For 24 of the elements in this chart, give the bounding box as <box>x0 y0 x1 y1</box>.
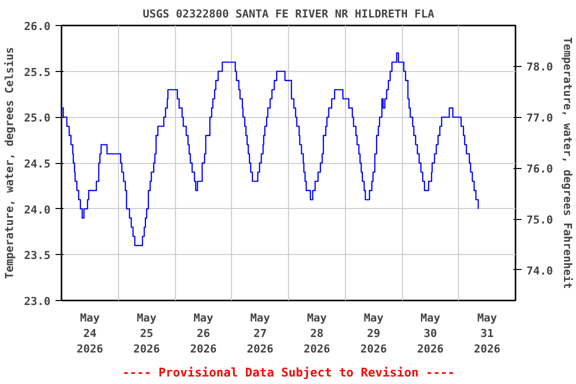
y2-tick-label: 75.0 <box>526 214 553 227</box>
x-tick-label: May 26 2026 <box>190 312 217 356</box>
chart-title: USGS 02322800 SANTA FE RIVER NR HILDRETH FLA <box>142 8 435 20</box>
y2-tick-label: 77.0 <box>526 112 553 125</box>
y-tick-label: 23.0 <box>24 295 51 308</box>
y-tick-label: 26.0 <box>24 20 51 33</box>
y-axis-title: Temperature, water, degrees Celsius <box>3 47 16 279</box>
y-tick-label: 24.5 <box>24 158 51 170</box>
y-tick-label: 23.5 <box>24 249 51 262</box>
y2-tick-label: 78.0 <box>526 60 553 74</box>
x-tick-label: May 29 2026 <box>360 312 388 356</box>
x-tick-label: May 25 2026 <box>133 312 160 356</box>
y-tick-label: 25.5 <box>24 66 51 79</box>
text: ---- Provisional Data Subject to Revision ---- <box>122 366 455 380</box>
y2-tick-label: 76.0 <box>526 162 553 176</box>
x-tick-label: May 27 2026 <box>246 312 274 356</box>
y-tick-label: 24.0 <box>24 203 51 216</box>
y-tick-label: 25.0 <box>24 112 51 125</box>
x-tick-label: May 28 2026 <box>304 312 330 356</box>
x-tick-label: May 24 2026 <box>76 312 104 356</box>
y2-tick-label: 74.0 <box>526 264 553 278</box>
x-tick-label: May 31 2026 <box>474 312 501 356</box>
x-tick-label: May 30 2026 <box>417 312 444 356</box>
y2-axis-title: Temperature, water, degrees Fahrenheit <box>560 37 574 289</box>
